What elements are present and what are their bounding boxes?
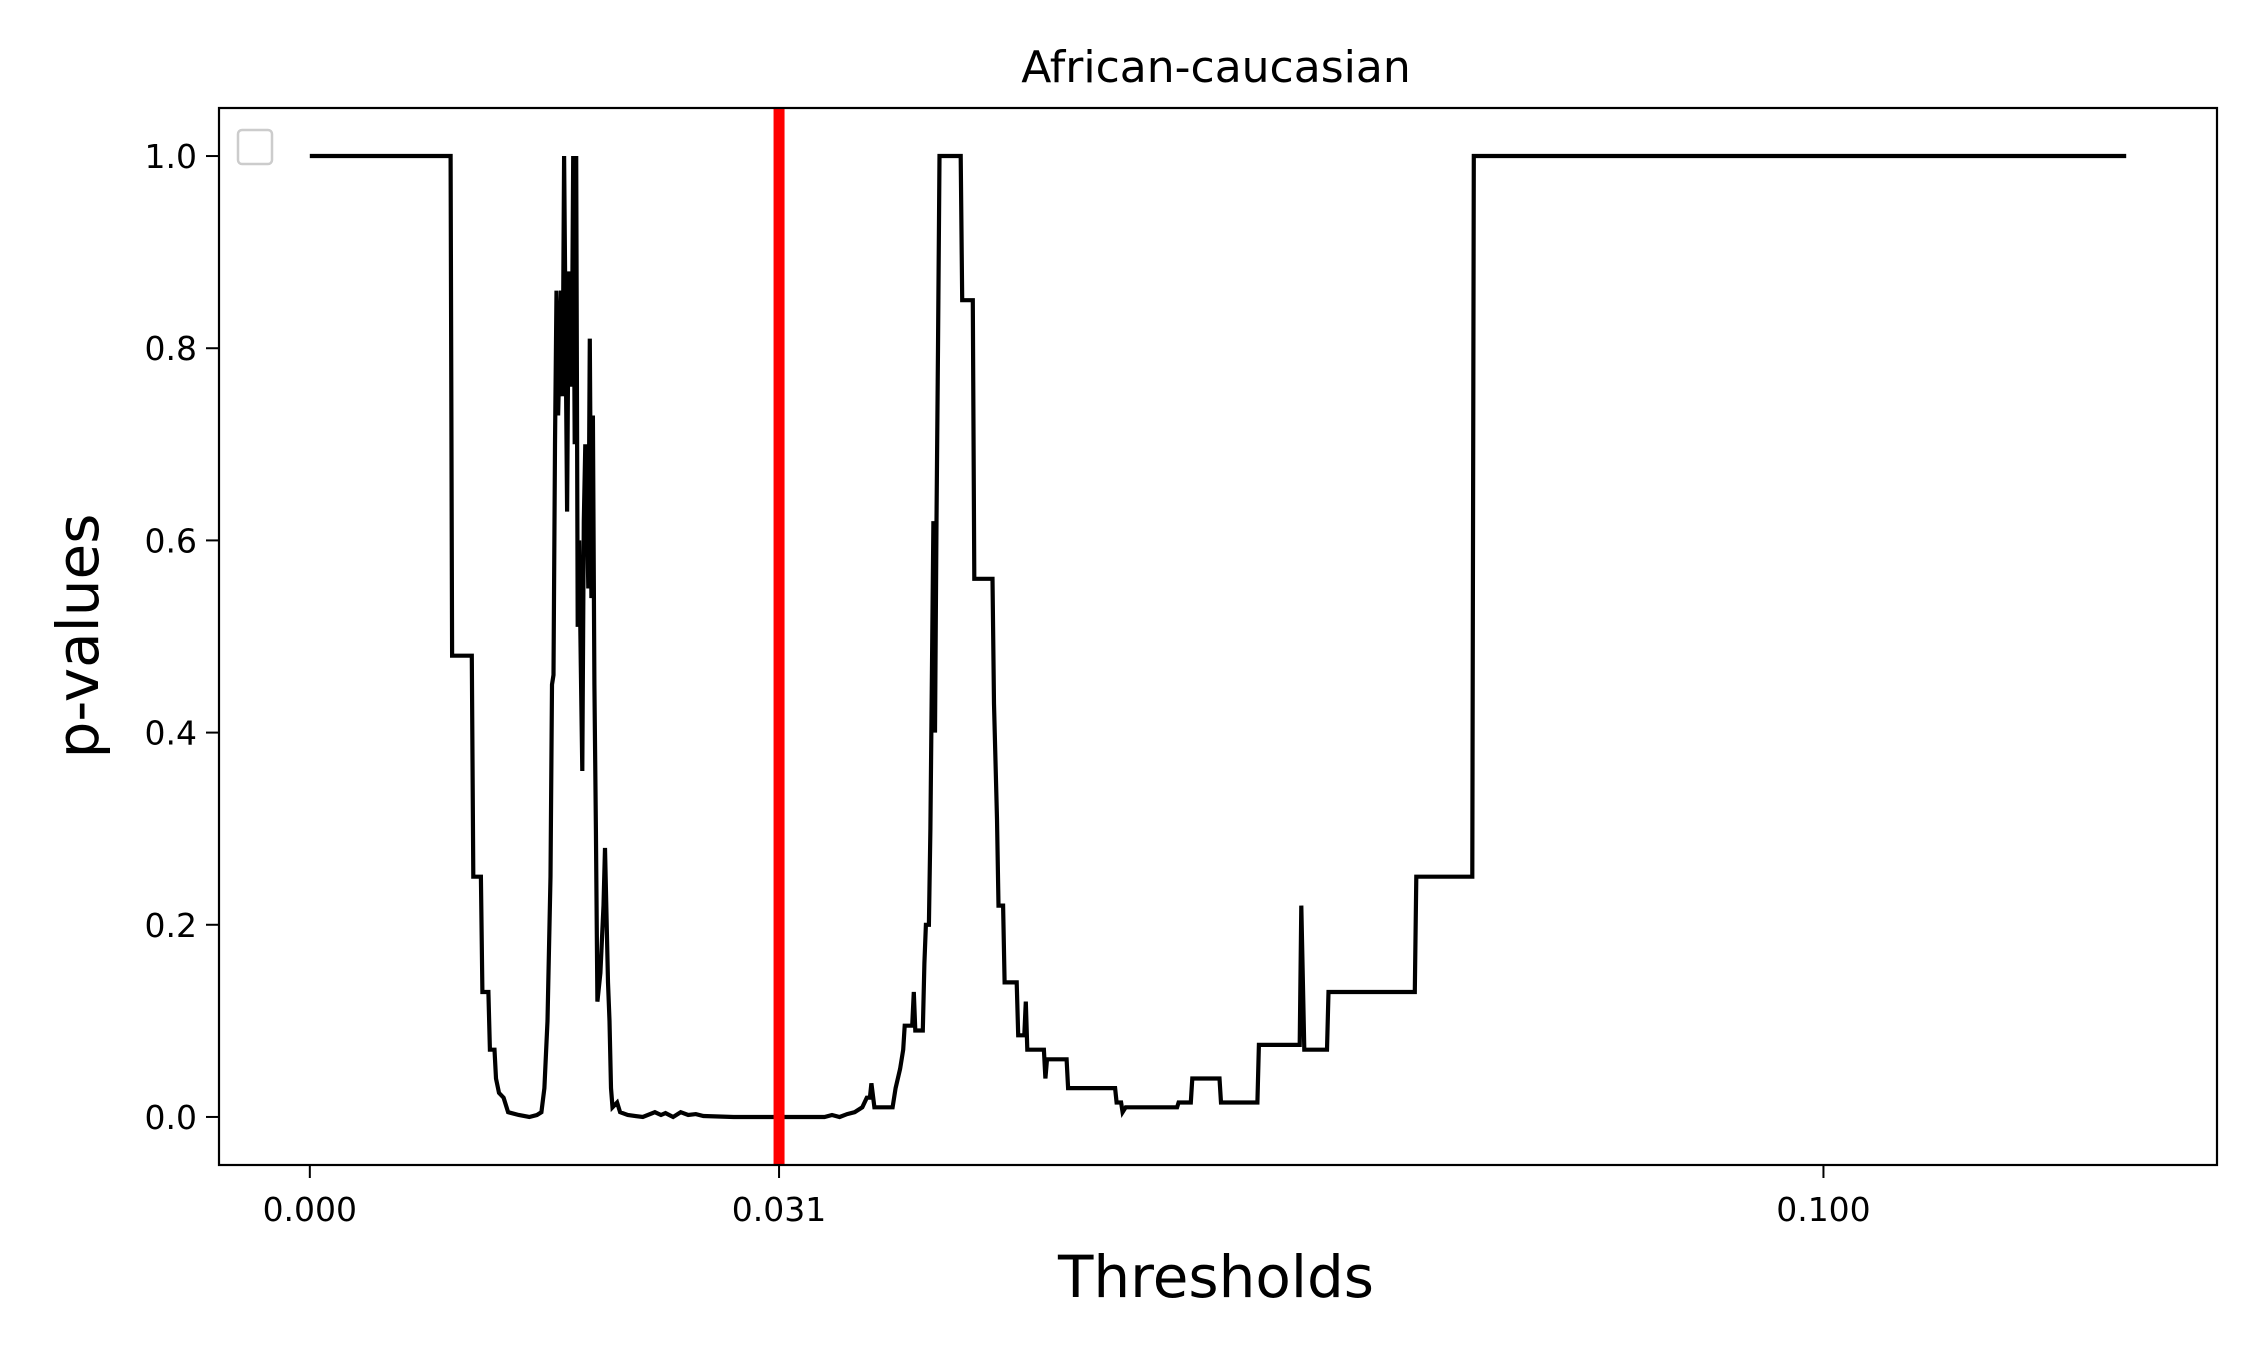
series-line: [309, 153, 2127, 1120]
x-axis-label: Thresholds: [1057, 1243, 1374, 1311]
x-tick-label: 0.100: [1776, 1190, 1870, 1229]
x-axis: 0.000 0.031 0.100: [263, 1165, 1871, 1229]
y-tick-label: 0.0: [145, 1098, 197, 1137]
legend-box: [236, 128, 274, 166]
y-tick-label: 0.6: [145, 521, 197, 560]
plot-area: [217, 106, 2219, 1167]
x-tick-label: 0.031: [732, 1190, 826, 1229]
y-tick-label: 1.0: [145, 137, 197, 176]
y-axis: 0.0 0.2 0.4 0.6 0.8 1.0: [145, 137, 219, 1137]
y-tick-label: 0.8: [145, 329, 197, 368]
x-tick-label: 0.000: [263, 1190, 357, 1229]
y-tick-label: 0.4: [145, 714, 197, 753]
y-tick-label: 0.2: [145, 906, 197, 945]
chart-title: African-caucasian: [1021, 42, 1410, 93]
plot-frame: [217, 106, 2219, 1167]
y-axis-label: p-values: [44, 514, 112, 759]
